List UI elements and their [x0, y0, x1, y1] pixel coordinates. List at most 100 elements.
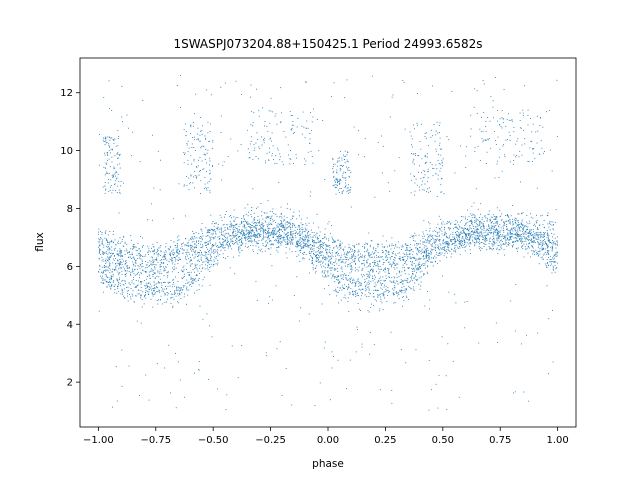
data-point — [403, 285, 405, 287]
data-point — [283, 228, 285, 230]
data-point — [116, 177, 118, 179]
data-point — [407, 282, 409, 283]
data-point — [210, 172, 211, 174]
data-point — [324, 259, 326, 260]
data-point — [512, 241, 514, 242]
data-point — [435, 246, 436, 248]
data-point — [266, 152, 268, 154]
data-point — [283, 215, 285, 217]
data-point — [237, 231, 239, 233]
data-point — [258, 240, 260, 242]
data-point — [255, 245, 257, 247]
data-point — [304, 231, 306, 233]
data-point — [377, 272, 379, 274]
data-point — [135, 261, 137, 263]
data-point — [432, 236, 433, 238]
data-point — [271, 232, 273, 233]
data-point — [114, 167, 116, 169]
data-point — [305, 234, 307, 236]
data-point — [402, 256, 404, 258]
data-point — [192, 278, 194, 280]
data-point — [412, 146, 414, 148]
data-point — [427, 273, 429, 275]
data-point — [479, 234, 481, 236]
data-point — [465, 233, 467, 235]
data-point — [236, 235, 238, 237]
data-point — [296, 246, 298, 248]
data-point — [455, 226, 456, 228]
data-point — [361, 263, 362, 265]
data-point — [543, 235, 545, 237]
data-point — [312, 257, 314, 259]
data-point — [347, 161, 349, 163]
data-point — [158, 299, 159, 301]
data-point — [532, 241, 533, 242]
data-point — [438, 215, 440, 217]
data-point — [469, 232, 471, 234]
data-point — [323, 237, 325, 239]
data-point — [280, 235, 282, 237]
data-point — [345, 261, 347, 263]
data-point — [393, 293, 395, 295]
data-point — [144, 255, 146, 257]
data-point — [464, 239, 465, 241]
data-point — [112, 258, 114, 260]
data-point — [198, 232, 200, 234]
data-point — [344, 150, 346, 152]
data-point — [319, 244, 321, 246]
data-point — [199, 238, 201, 239]
data-point — [368, 253, 369, 255]
data-point — [403, 259, 405, 261]
data-point — [384, 271, 386, 273]
data-point — [178, 239, 180, 241]
data-point — [297, 245, 299, 247]
data-point — [438, 228, 440, 230]
data-point — [328, 261, 330, 263]
data-point — [416, 268, 418, 270]
data-point — [183, 185, 185, 187]
data-point — [386, 251, 388, 253]
data-point — [536, 228, 538, 230]
data-point — [480, 203, 482, 205]
data-point — [397, 252, 399, 254]
data-point — [171, 286, 173, 288]
data-point — [496, 207, 498, 209]
data-point — [533, 225, 535, 227]
data-point — [317, 260, 319, 262]
data-point — [491, 239, 493, 241]
data-point — [263, 237, 265, 239]
data-point — [138, 257, 140, 259]
data-point — [282, 239, 284, 241]
data-point — [348, 263, 350, 265]
data-point — [406, 260, 408, 261]
data-point — [151, 289, 153, 291]
data-point — [550, 259, 552, 260]
data-point — [134, 246, 136, 247]
data-point — [291, 242, 293, 244]
data-point — [281, 235, 282, 237]
data-point — [512, 224, 514, 226]
data-point — [497, 231, 499, 233]
data-point — [255, 230, 257, 232]
data-point — [261, 211, 263, 213]
data-point — [105, 173, 107, 175]
data-point — [369, 269, 371, 271]
data-point — [351, 262, 353, 264]
data-point — [336, 172, 338, 174]
data-point — [272, 111, 274, 113]
data-point — [301, 246, 303, 248]
data-point — [198, 278, 200, 279]
data-point — [146, 278, 148, 280]
data-point — [162, 259, 164, 261]
data-point — [192, 122, 194, 123]
data-point — [416, 249, 418, 251]
data-point — [395, 254, 397, 256]
data-point — [477, 225, 479, 227]
data-point — [512, 241, 513, 243]
data-point — [391, 256, 393, 257]
data-point — [469, 249, 471, 251]
data-point — [373, 253, 374, 255]
data-point — [384, 297, 386, 299]
data-point — [298, 231, 300, 233]
data-point — [498, 230, 500, 232]
